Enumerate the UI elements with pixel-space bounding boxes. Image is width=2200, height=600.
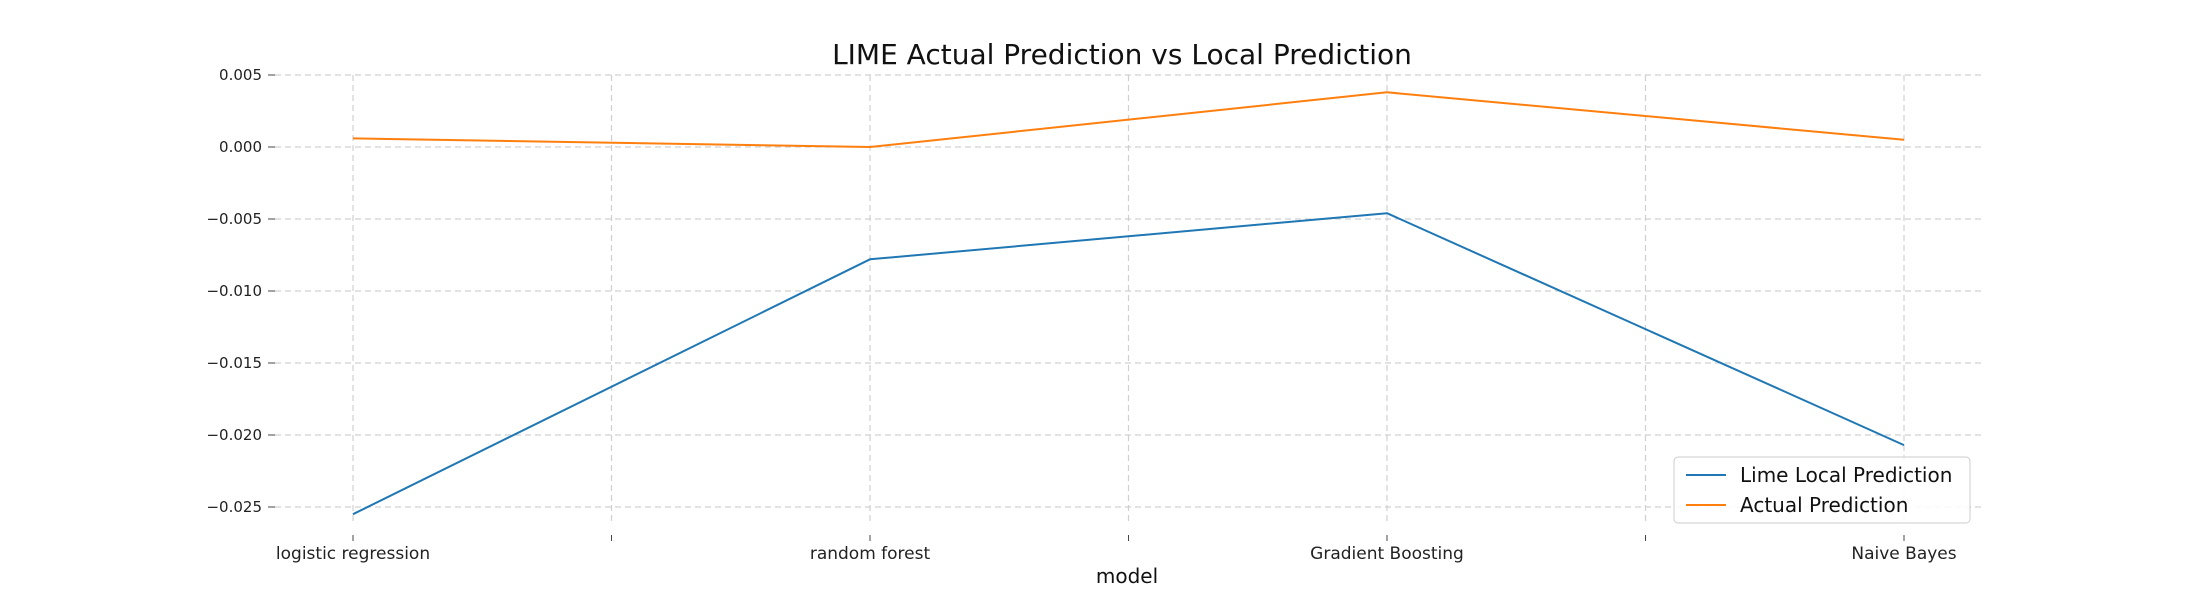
y-tick-label: 0.000 [219,138,262,156]
x-tick-label: Naive Bayes [1851,544,1956,564]
series-line-1 [352,91,1905,148]
chart-title: LIME Actual Prediction vs Local Predicti… [832,38,1412,71]
y-tick-label: −0.020 [206,426,262,444]
y-tick-label: 0.005 [219,66,262,84]
legend: Lime Local Prediction Actual Prediction [1673,456,1971,524]
ticks: −0.025 −0.020 −0.015 −0.010 −0.005 0.000 0.005… [206,66,1956,564]
x-tick-label: Gradient Boosting [1310,544,1464,564]
x-axis-label: model [1096,564,1158,588]
legend-label: Lime Local Prediction [1740,463,1952,487]
legend-box [1673,456,1971,524]
series-line-0 [352,212,1905,516]
series-lines [352,91,1905,516]
y-tick-label: −0.025 [206,498,262,516]
y-tick-label: −0.015 [206,354,262,372]
grid [275,74,1982,522]
y-tick-label: −0.005 [206,210,262,228]
x-tick-label: random forest [810,544,931,564]
x-tick-label: logistic regression [276,544,430,564]
legend-label: Actual Prediction [1740,493,1908,517]
y-tick-label: −0.010 [206,282,262,300]
